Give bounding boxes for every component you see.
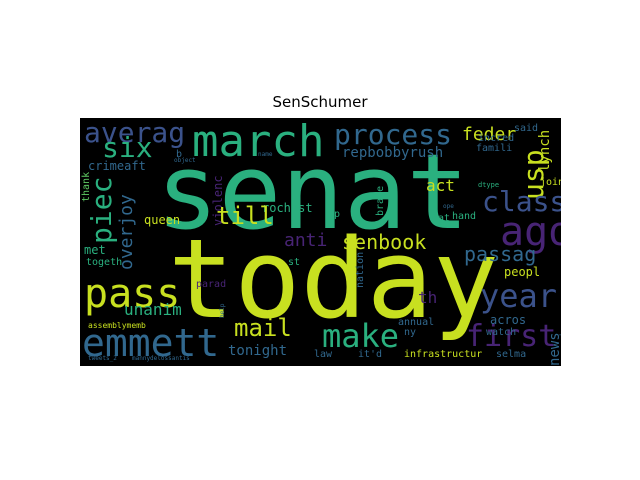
word-vp: vp bbox=[328, 209, 341, 220]
word-act: act bbox=[426, 176, 455, 195]
word-watch: watch bbox=[486, 327, 517, 338]
word-ope: ope bbox=[443, 203, 454, 210]
word-emmett: emmett bbox=[82, 321, 220, 365]
word-pat: pat bbox=[432, 213, 451, 224]
word-itd: it'd bbox=[358, 349, 383, 360]
word-law: law bbox=[314, 349, 333, 360]
word-year: year bbox=[480, 277, 558, 315]
word-parad: parad bbox=[196, 279, 227, 290]
word-selma: selma bbox=[496, 349, 527, 360]
word-hand: hand bbox=[452, 211, 477, 222]
word-american: american bbox=[559, 313, 561, 362]
word-mail: mail bbox=[234, 314, 292, 342]
word-togeth: togeth bbox=[86, 257, 123, 268]
word-c: c bbox=[326, 197, 333, 208]
word-pass: pass bbox=[84, 271, 181, 317]
word-st: st bbox=[288, 257, 301, 268]
word-averag: averag bbox=[84, 118, 186, 149]
word-said: said bbox=[514, 123, 539, 134]
word-peopl: peopl bbox=[504, 265, 541, 279]
word-piec: piec bbox=[85, 176, 118, 244]
word-today: today bbox=[168, 215, 500, 343]
word-brave: brave bbox=[375, 185, 386, 216]
word-process: process bbox=[334, 118, 453, 151]
word-th: th bbox=[418, 288, 438, 307]
word-dtype: dtype bbox=[478, 181, 500, 189]
word-tonight: tonight bbox=[228, 343, 288, 359]
word-till: till bbox=[216, 202, 274, 230]
word-nation: nation bbox=[355, 251, 366, 288]
word-incred: incred bbox=[478, 133, 515, 144]
word-assemblymemb: assemblymemb bbox=[88, 321, 146, 330]
word-anti: anti bbox=[284, 230, 328, 251]
word-repbobbyrush: repbobbyrush bbox=[342, 145, 444, 161]
word-b: b bbox=[176, 149, 183, 160]
word-ago: ago bbox=[500, 209, 561, 255]
word-march: march bbox=[192, 118, 325, 167]
word-mannydelossantis: mannydelossantis bbox=[132, 355, 190, 362]
word-passag: passag bbox=[464, 242, 537, 266]
word-met: met bbox=[84, 243, 106, 257]
word-six: six bbox=[102, 131, 153, 164]
word-feder: feder bbox=[462, 124, 517, 145]
word-thank: thank bbox=[81, 171, 92, 202]
word-senat: senat bbox=[156, 131, 470, 253]
word-queen: queen bbox=[144, 213, 181, 227]
word-annual: annual bbox=[398, 317, 435, 328]
word-help: help bbox=[219, 303, 226, 318]
word-object: object bbox=[174, 157, 196, 164]
word-class: class bbox=[482, 185, 561, 218]
word-infrastructur: infrastructur bbox=[404, 349, 483, 360]
word-acros: acros bbox=[490, 313, 527, 327]
word-make: make bbox=[322, 317, 400, 355]
word-unanim: unanim bbox=[124, 300, 182, 319]
word-name: name bbox=[258, 151, 273, 158]
chart-title: SenSchumer bbox=[272, 93, 368, 111]
word-senbook: senbook bbox=[342, 230, 427, 254]
word-famili: famili bbox=[476, 143, 513, 154]
word-crimeaft: crimeaft bbox=[88, 159, 146, 173]
word-rochest: rochest bbox=[262, 201, 313, 215]
word-cloud: senat today averag march process feder s… bbox=[80, 118, 561, 366]
word-join: join bbox=[540, 177, 561, 188]
word-tweets2: tweets_2 bbox=[88, 355, 117, 362]
word-first: first bbox=[466, 319, 557, 354]
word-ny: ny bbox=[404, 327, 417, 338]
